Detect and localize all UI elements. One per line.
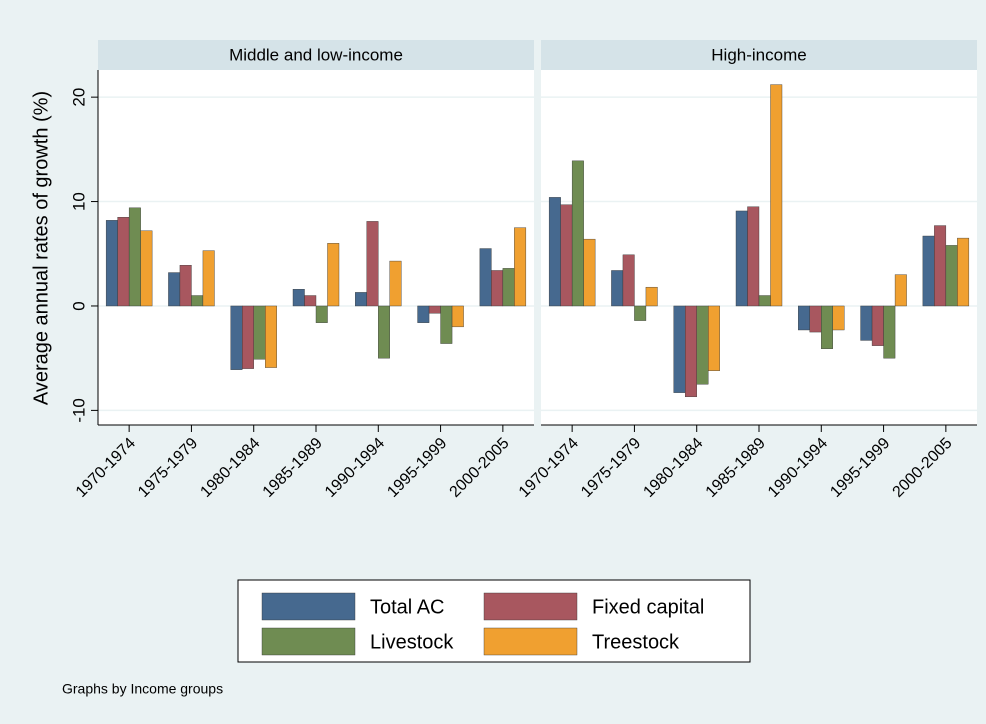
bar [560,204,573,307]
bar [871,305,884,346]
y-tick-label: 10 [69,192,88,211]
bar [502,268,515,307]
legend-label: Total AC [370,596,444,618]
bar [479,248,492,307]
bar [821,305,833,349]
bar [685,305,697,398]
panel-title: Middle and low-income [229,45,403,64]
bar [696,305,709,385]
bar [860,305,873,341]
y-tick-label: -10 [69,398,88,423]
bar [583,238,596,307]
legend-swatch [261,627,356,656]
bar [491,270,504,307]
bar [673,305,686,393]
bar [140,230,153,307]
bar [611,270,624,307]
y-tick-label: 20 [69,88,88,107]
bar [242,305,254,369]
note: Graphs by Income groups [62,681,223,697]
bar [894,274,907,307]
bar [634,305,647,321]
bar [202,250,215,307]
bar [645,286,658,307]
bar [292,289,305,307]
panel-strip [98,40,534,70]
bar [265,305,277,368]
bar [922,235,935,307]
legend-swatch [261,592,356,621]
bar [440,305,453,344]
bar [735,210,748,307]
bar [191,295,204,307]
bar [770,84,783,307]
bar [428,305,441,314]
bar [883,305,896,359]
bar [105,220,118,307]
bar [708,305,720,371]
bar [622,254,635,307]
panel-title: High-income [711,45,806,64]
bar [832,305,845,331]
bar [514,227,527,307]
bar [945,245,958,307]
legend-label: Livestock [370,631,454,653]
bar [548,197,561,307]
bar [417,305,430,323]
bar [378,305,390,359]
bar [304,295,317,307]
bar [117,217,130,307]
bar [957,237,970,307]
bar [389,260,402,307]
panel-strip [541,40,977,70]
bar [179,265,192,307]
bar [327,243,340,307]
plot-area [98,70,534,425]
legend-swatch [483,627,578,656]
bar [355,292,367,307]
bar [451,305,464,328]
bar [747,206,760,307]
bar [809,305,822,333]
bar [128,207,141,307]
bar [253,305,266,360]
bar [758,295,771,307]
y-tick-label: 0 [69,301,88,310]
y-axis-label: Average annual rates of growth (%) [30,91,52,405]
bar [315,305,328,323]
bar [571,160,584,307]
legend-swatch [483,592,578,621]
bar [168,272,181,307]
bar [934,225,947,307]
bar [798,305,810,331]
legend-label: Treestock [592,631,680,653]
bar [366,221,379,307]
bar [230,305,243,370]
legend-label: Fixed capital [592,596,704,618]
